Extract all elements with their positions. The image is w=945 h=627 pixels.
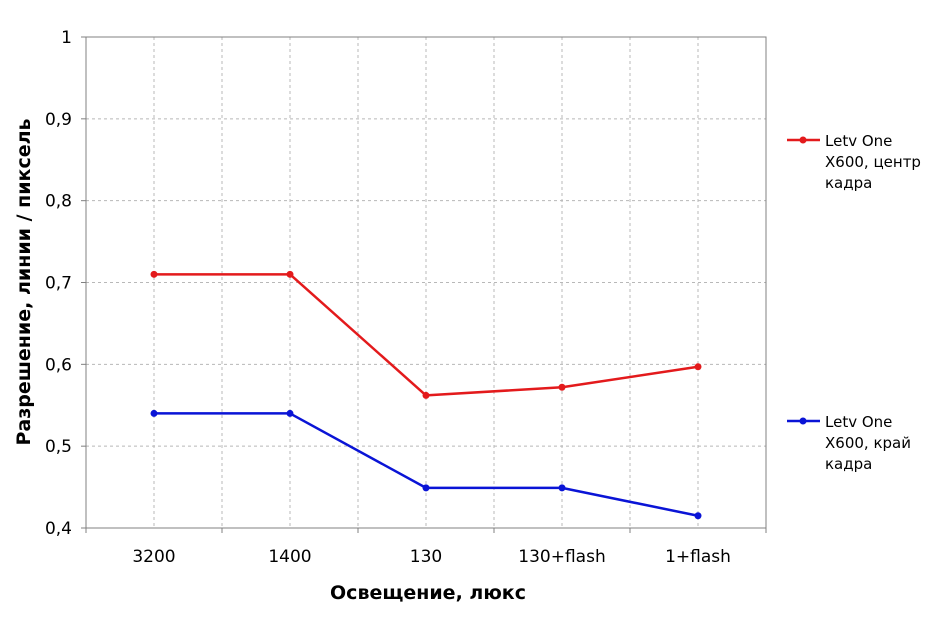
series-group [150,270,702,520]
y-tick-label: 0,6 [45,355,72,375]
y-tick-label: 0,7 [45,274,72,294]
y-axis-title: Разрешение, линии / пиксель [13,118,35,445]
y-tick-label: 0,5 [45,437,72,457]
legend: Letv One X600, центр кадра Letv One X600, кр… [787,132,921,473]
y-axis-ticks: 0,4 0,5 0,6 0,7 0,8 0,9 1 [45,28,86,539]
x-tick-label: 130+flash [518,547,605,567]
series-2 [150,409,702,520]
x-tick-label: 3200 [132,547,175,567]
y-tick-label: 0,8 [45,192,72,212]
data-point [286,270,294,278]
x-axis-ticks: 3200 1400 130 130+flash 1+flash [85,528,767,567]
y-tick-label: 1 [61,28,72,48]
grid [86,37,766,528]
legend-item-1: Letv One X600, центр кадра [787,132,921,192]
data-point [558,383,566,391]
data-point [422,391,430,399]
legend-item-2: Letv One X600, край кадра [787,413,911,473]
x-tick-label: 1400 [268,547,311,567]
data-point [150,270,158,278]
y-tick-label: 0,4 [45,519,72,539]
data-point [694,363,702,371]
data-point [422,484,430,492]
data-point [286,409,294,417]
data-point [694,512,702,520]
x-tick-label: 130 [410,547,442,567]
series-1 [150,270,702,399]
data-point [558,484,566,492]
legend-swatch-marker [799,417,807,425]
y-tick-label: 0,9 [45,110,72,130]
legend-swatch-marker [799,136,807,144]
x-axis-title: Освещение, люкс [330,582,526,604]
data-point [150,409,158,417]
x-tick-label: 1+flash [665,547,731,567]
legend-label: Letv One X600, центр кадра [825,132,921,192]
legend-label: Letv One X600, край кадра [825,413,911,473]
series-line [154,273,699,397]
